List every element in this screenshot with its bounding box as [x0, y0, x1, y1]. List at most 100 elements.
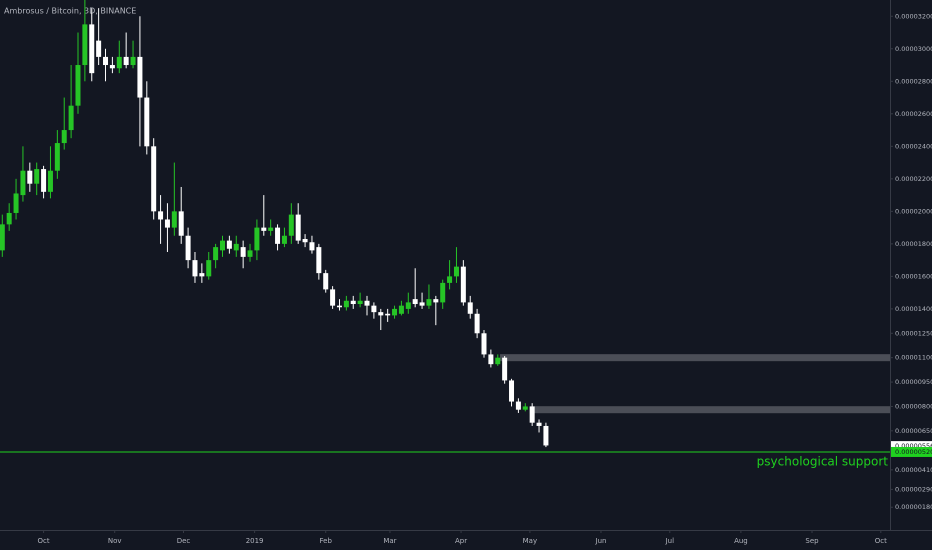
- candle-body: [474, 313, 480, 334]
- candle-body: [199, 273, 205, 277]
- candle-body: [109, 65, 115, 69]
- candle-body: [467, 302, 473, 314]
- candle-body: [515, 401, 521, 410]
- y-tick-label: 0.00001800: [895, 240, 932, 248]
- candle-body: [54, 143, 60, 171]
- candle-body: [371, 305, 377, 313]
- candle-body: [378, 312, 384, 316]
- candle-body: [302, 238, 308, 243]
- x-tick-label: Mar: [383, 537, 396, 545]
- candle-body: [103, 56, 109, 66]
- y-tick-label: 0.00000950: [895, 378, 932, 386]
- last-price-box: [891, 441, 932, 452]
- candle-body: [75, 65, 81, 106]
- x-tick-label: Jun: [595, 537, 607, 545]
- candle-body: [185, 235, 191, 261]
- candle-body: [364, 300, 370, 306]
- candle-body: [522, 406, 528, 410]
- candle-body: [123, 56, 129, 66]
- candle-body: [89, 24, 95, 74]
- candle-body: [336, 305, 342, 308]
- y-tick-label: 0.00003000: [895, 45, 932, 53]
- x-tick-label: 2019: [246, 537, 264, 545]
- candle-body: [288, 214, 294, 236]
- candle-body: [281, 235, 287, 244]
- resistance-zone: [529, 406, 890, 414]
- y-tick-label: 0.00001400: [895, 305, 932, 313]
- candle-body: [502, 357, 508, 381]
- y-tick-label: 0.00000650: [895, 427, 932, 435]
- candle-body: [268, 227, 274, 231]
- y-tick-label: 0.00000290: [895, 485, 932, 493]
- candle-body: [392, 308, 398, 316]
- y-tick-label: 0.00002600: [895, 110, 932, 118]
- candle-body: [309, 242, 315, 251]
- x-tick-label: Jul: [665, 537, 675, 545]
- candle-body: [240, 247, 246, 257]
- x-tick-label: Dec: [177, 537, 191, 545]
- candle-body: [116, 56, 122, 69]
- candle-body: [433, 299, 439, 303]
- candle-body: [220, 240, 225, 251]
- candle-body: [233, 243, 239, 251]
- candle-body: [178, 211, 184, 236]
- candle-body: [543, 425, 549, 446]
- candle-body: [426, 299, 432, 306]
- candle-body: [419, 302, 425, 306]
- x-tick-label: Oct: [875, 537, 887, 545]
- x-tick-label: Oct: [38, 537, 50, 545]
- candle-body: [158, 211, 164, 220]
- candle-body: [41, 169, 47, 192]
- candle-body: [96, 40, 102, 57]
- y-tick-label: 0.00001250: [895, 329, 932, 337]
- candle-body: [61, 130, 67, 144]
- candle-body: [357, 300, 363, 305]
- candle-body: [460, 266, 466, 303]
- candle-body: [453, 266, 459, 277]
- candle-body: [447, 276, 453, 283]
- support-price-label: 0.00000520: [895, 448, 932, 456]
- y-tick-label: 0.00002200: [895, 175, 932, 183]
- y-tick-label: 0.00003200: [895, 12, 932, 20]
- y-tick-label: 0.00002400: [895, 142, 932, 150]
- candle-body: [34, 169, 40, 184]
- candle-body: [144, 97, 150, 147]
- candle-body: [405, 302, 411, 309]
- candle-body: [529, 406, 535, 423]
- y-tick-label: 0.00000410: [895, 466, 932, 474]
- candle-body: [13, 193, 19, 213]
- candle-body: [206, 260, 212, 277]
- candle-body: [316, 247, 322, 274]
- candle-body: [20, 170, 26, 196]
- candle-body: [481, 333, 487, 355]
- candle-body: [295, 214, 301, 241]
- candle-body: [151, 146, 157, 212]
- y-tick-label: 0.00000180: [895, 503, 932, 511]
- x-tick-label: Sep: [805, 537, 819, 545]
- candle-body: [68, 105, 74, 131]
- y-tick-label: 0.00002000: [895, 207, 932, 215]
- candle-body: [192, 260, 198, 277]
- candle-body: [6, 212, 12, 225]
- x-tick-label: Aug: [734, 537, 748, 545]
- candle-body: [275, 227, 281, 244]
- last-price-label: 0.00000556: [895, 442, 932, 450]
- candle-body: [440, 282, 446, 303]
- candle-body: [137, 56, 143, 98]
- candle-body: [350, 300, 356, 305]
- candle-body: [536, 422, 542, 426]
- resistance-zone: [500, 354, 890, 362]
- candle-body: [412, 299, 418, 305]
- candle-body: [398, 305, 404, 314]
- x-tick-label: Apr: [455, 537, 467, 545]
- candle-body: [488, 354, 494, 365]
- candle-body: [247, 250, 253, 257]
- y-tick-label: 0.00002800: [895, 77, 932, 85]
- x-tick-label: May: [523, 537, 537, 545]
- x-tick-label: Feb: [320, 537, 333, 545]
- support-annotation: psychological support: [757, 454, 889, 468]
- candle-body: [47, 170, 53, 192]
- x-tick-label: Nov: [108, 537, 122, 545]
